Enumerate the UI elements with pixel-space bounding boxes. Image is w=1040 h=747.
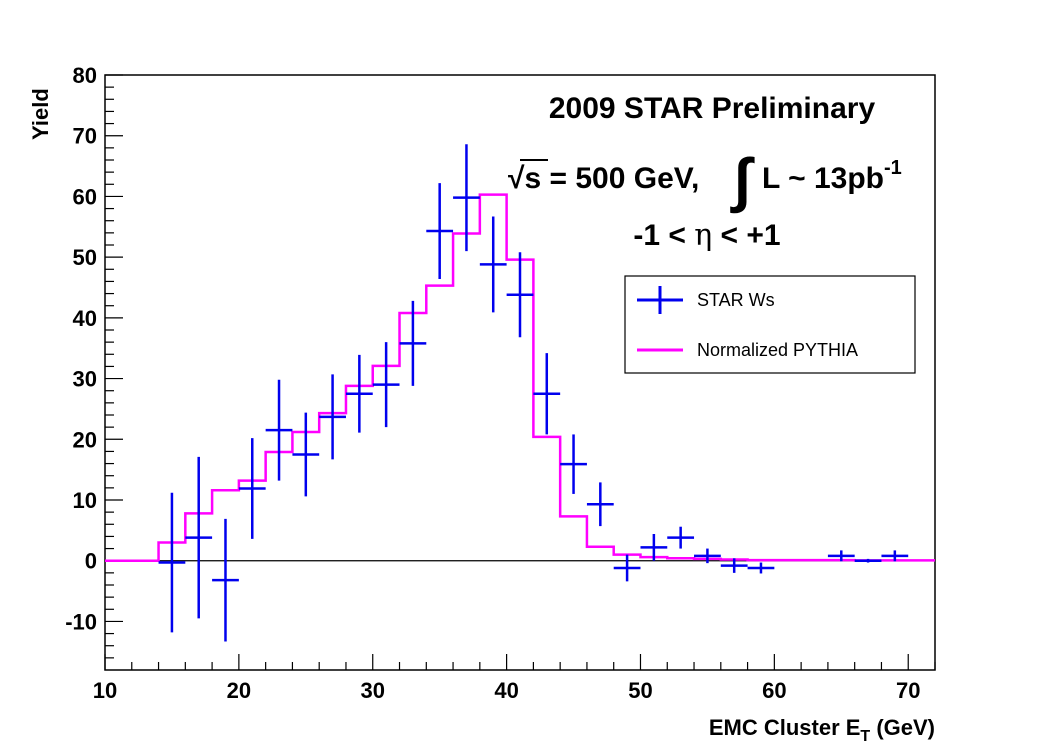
data-point (372, 342, 400, 428)
x-tick-label: 20 (227, 678, 251, 703)
lumi-superscript: -1 (884, 157, 902, 179)
data-point (265, 379, 293, 481)
data-point (479, 216, 507, 313)
y-tick-label: 30 (73, 367, 97, 392)
y-tick-label: 40 (73, 306, 97, 331)
y-tick-label: 50 (73, 245, 97, 270)
integral-symbol: ∫ (730, 146, 755, 214)
plot-frame (104, 74, 936, 671)
sqrt-symbol: √s (508, 162, 541, 195)
data-point (426, 183, 454, 279)
y-tick-labels: -10 0 10 20 30 40 50 60 70 80 (65, 63, 97, 634)
legend-marker-star-ws (637, 286, 683, 314)
data-point (827, 550, 855, 562)
x-tick-label: 40 (494, 678, 518, 703)
x-axis-title: EMC Cluster ET (GeV) (709, 715, 935, 745)
annotation-line1: 2009 STAR Preliminary (549, 92, 876, 125)
data-point (506, 252, 534, 338)
x-tick-label: 30 (360, 678, 384, 703)
data-point (292, 412, 320, 497)
data-point (720, 558, 748, 573)
data-point (453, 144, 480, 252)
legend-label-star-ws: STAR Ws (697, 290, 775, 310)
annotation-line3: -1 < η < +1 (633, 218, 780, 253)
data-point (613, 554, 641, 582)
y-tick-label: 80 (73, 63, 97, 88)
data-point (640, 534, 668, 561)
legend-box (624, 275, 916, 374)
data-point (694, 548, 721, 564)
data-point (345, 354, 373, 433)
svg-text:L ~ 13pb-1: L ~ 13pb-1 (762, 157, 902, 195)
annotation-line2: √s = 500 GeV, ∫ L ~ 13pb-1 (508, 146, 902, 214)
data-point (212, 518, 239, 642)
y-tick-label: 10 (73, 488, 97, 513)
data-point (747, 562, 775, 574)
data-point (667, 526, 695, 549)
y-tick-label: 0 (85, 549, 97, 574)
data-point (881, 550, 909, 562)
eta-symbol: η (694, 218, 712, 253)
y-tick-label: 20 (73, 427, 97, 452)
svg-text:√s = 500 GeV,: √s = 500 GeV, (508, 162, 699, 195)
axis-ticks (104, 74, 936, 670)
y-axis-title: Yield (28, 88, 53, 140)
data-point (586, 482, 614, 527)
x-tick-label: 10 (93, 678, 117, 703)
legend-label-pythia: Normalized PYTHIA (697, 340, 858, 360)
data-point (185, 456, 213, 619)
data-point (238, 438, 266, 539)
x-tick-labels: 10 20 30 40 50 60 70 (93, 678, 921, 703)
data-point (560, 434, 587, 494)
y-tick-label: -10 (65, 609, 97, 634)
x-axis-title-sub: T (860, 728, 870, 745)
star-ws-points (158, 144, 909, 642)
data-point (399, 300, 427, 386)
legend: STAR Ws Normalized PYTHIA (624, 275, 916, 374)
y-tick-label: 60 (73, 184, 97, 209)
y-tick-label: 70 (73, 124, 97, 149)
x-tick-label: 60 (762, 678, 786, 703)
data-point (319, 374, 346, 460)
x-tick-label: 50 (628, 678, 652, 703)
data-point (854, 558, 882, 563)
data-point (533, 353, 561, 435)
x-tick-label: 70 (896, 678, 920, 703)
data-point (158, 492, 186, 633)
pythia-step-line (105, 193, 935, 562)
